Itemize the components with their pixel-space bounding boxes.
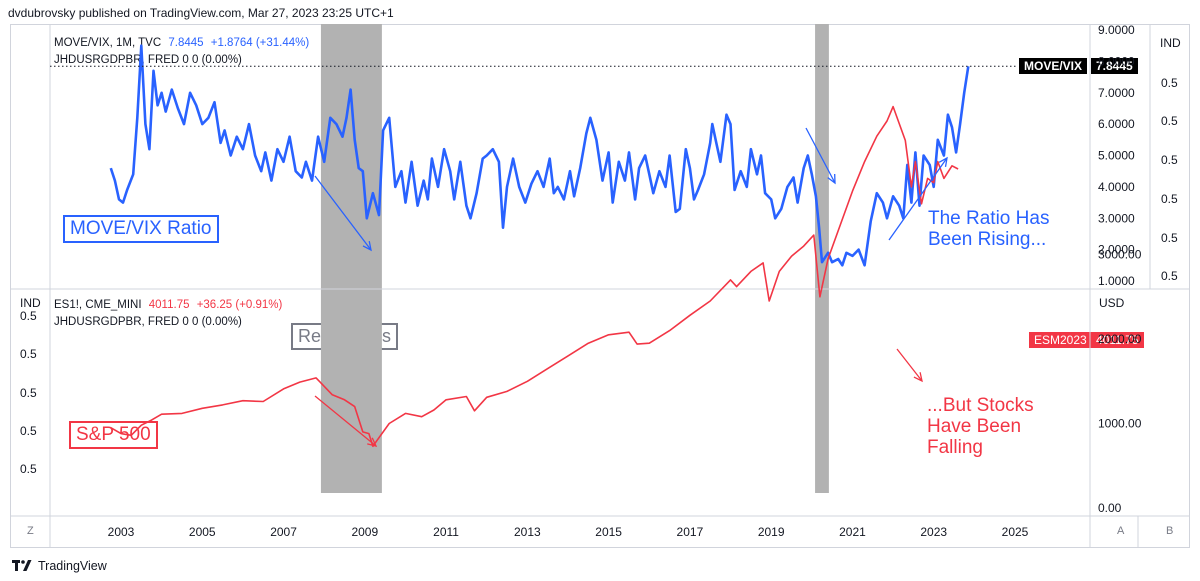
footer-brand: TradingView (38, 559, 107, 573)
move-vix-value: 7.8445 (168, 37, 204, 49)
es-tag-label: ESM2023 (1029, 332, 1092, 348)
recessions-label: Recessions (291, 323, 399, 350)
move-vix-tag-value: 7.8445 (1091, 58, 1138, 74)
auto-scale-button[interactable]: A (1117, 525, 1125, 537)
bottom-legend-line1: ES1!, CME_MINI 4011.75 +36.25 (+0.91%) (54, 299, 282, 311)
stocks-falling-annotation: ...But Stocks Have Been Falling (927, 395, 1034, 458)
tradingview-logo-icon (12, 560, 32, 571)
move-vix-symbol: MOVE/VIX, 1M, TVC (54, 37, 162, 49)
b-button[interactable]: B (1166, 525, 1174, 537)
top-legend-line1: MOVE/VIX, 1M, TVC 7.8445 +1.8764 (+31.44… (54, 37, 309, 49)
chart-frame[interactable] (10, 24, 1190, 548)
top-right-axis-header: IND (1160, 36, 1181, 50)
zoom-z-button[interactable]: Z (27, 525, 34, 537)
publish-header: dvdubrovsky published on TradingView.com… (8, 6, 394, 20)
top-legend-line2: JHDUSRGDPBR, FRED 0 0 (0.00%) (54, 54, 242, 66)
es-tag-value: 4011.75 (1091, 332, 1144, 348)
footer: TradingView (12, 559, 107, 573)
move-vix-tag-label: MOVE/VIX (1019, 58, 1088, 74)
ratio-rising-annotation: The Ratio Has Been Rising... (928, 208, 1050, 250)
sp500-label: S&P 500 (69, 421, 158, 449)
bottom-legend-line2: JHDUSRGDPBR, FRED 0 0 (0.00%) (54, 316, 242, 328)
es-change: +36.25 (+0.91%) (196, 299, 283, 311)
move-vix-ratio-label: MOVE/VIX Ratio (63, 215, 219, 243)
bottom-left-axis-header: IND (20, 296, 41, 310)
es-value: 4011.75 (148, 299, 190, 311)
move-vix-change: +1.8764 (+31.44%) (210, 37, 310, 49)
es-symbol: ES1!, CME_MINI (54, 299, 142, 311)
bottom-right-axis-header: USD (1099, 296, 1125, 310)
